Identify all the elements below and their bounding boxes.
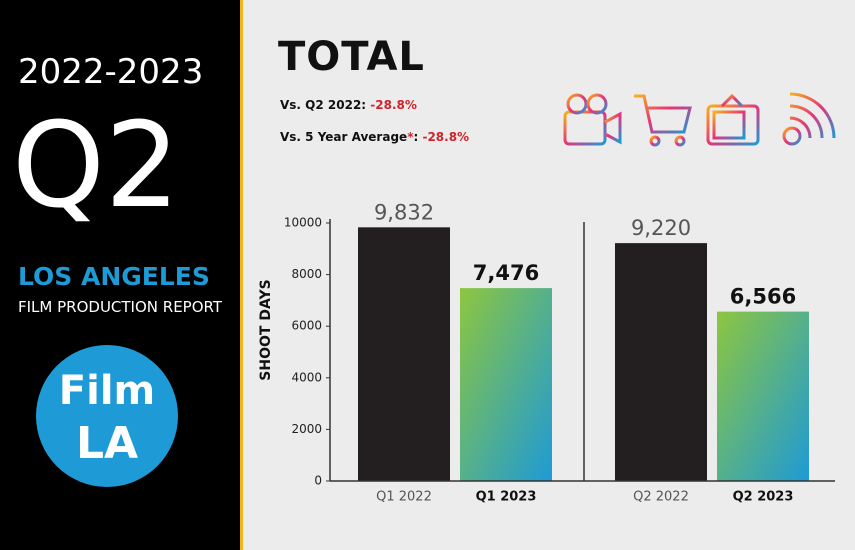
bar [717,311,809,481]
value-label: 6,566 [730,285,796,309]
comparison: Vs. Q2 2022: -28.8% [280,98,417,112]
logo-text: Film [58,368,156,414]
bar [615,243,707,481]
comparison-label: Vs. 5 Year Average [280,130,408,144]
tv-icon [706,104,760,146]
divider [240,0,243,550]
value-label: 9,220 [631,216,691,240]
value-label: 9,832 [374,200,434,224]
logo-text: LA [75,418,139,469]
camera-icon [566,93,588,115]
y-tick-label: 6000 [291,319,322,333]
separator: : [413,130,419,144]
comparison-label: Vs. Q2 2022: [280,98,367,112]
y-tick-label: 10000 [284,216,322,230]
tv-icon [720,93,744,108]
camera-icon [563,110,607,146]
quarter: Q2 [12,96,180,234]
y-tick-label: 0 [314,474,322,488]
cart-icon [649,135,661,147]
x-tick-label: Q1 2022 [376,490,432,505]
city: LOS ANGELES [18,262,210,291]
logo [36,345,178,487]
side-panel: 2022-2023 Q2 LOS ANGELES FILM PRODUCTION… [0,0,240,550]
cart-icon [674,135,686,147]
comparison: Vs. 5 Year Average*: -28.8% [280,130,469,144]
tv-icon [712,110,746,140]
wifi-icon [789,92,836,139]
x-tick-label: Q2 2023 [733,490,794,505]
bar [460,288,552,481]
bar [358,227,450,481]
cart-icon [634,94,692,134]
wifi-icon [782,126,802,146]
title: TOTAL [278,34,425,80]
y-tick-label: 2000 [291,422,322,436]
comparison-value: -28.8% [422,130,470,144]
comparison-value: -28.8% [370,98,417,112]
value-label: 7,476 [473,261,539,285]
camera-icon [604,111,622,145]
years: 2022-2023 [18,52,204,92]
report-name: FILM PRODUCTION REPORT [18,298,223,316]
x-tick-label: Q1 2023 [476,490,537,505]
icons [563,92,836,147]
y-tick-label: 8000 [291,267,322,281]
y-tick-label: 4000 [291,370,322,384]
note-mark: * [407,130,414,144]
x-tick-label: Q2 2022 [633,490,689,505]
camera-icon [586,93,608,115]
y-axis-label: SHOOT DAYS [258,279,274,380]
